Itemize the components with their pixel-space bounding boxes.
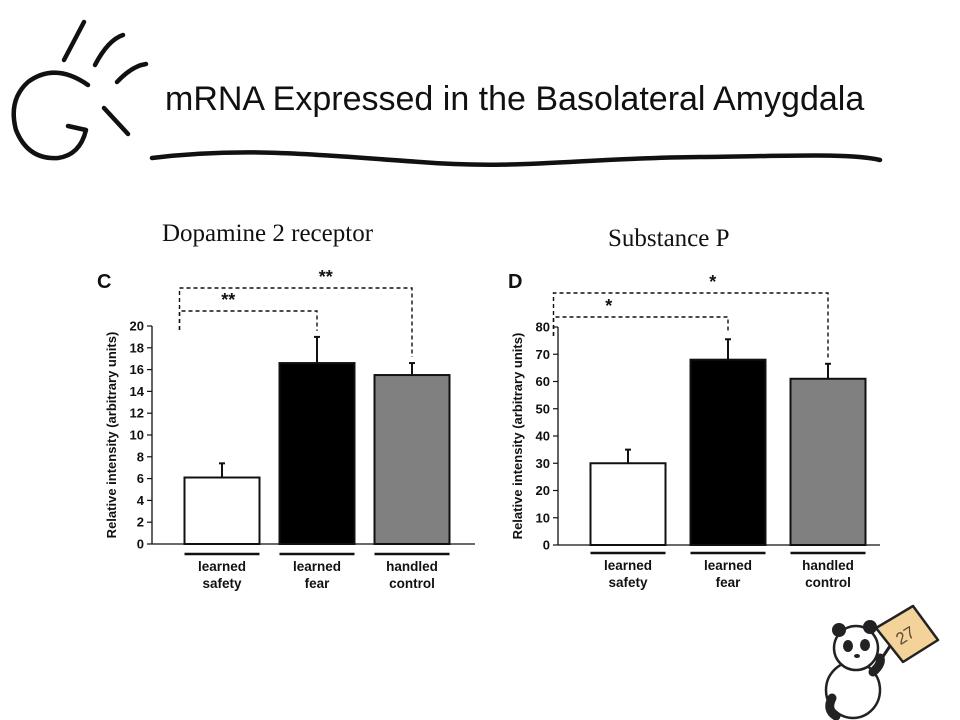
panda-ear-right (863, 620, 877, 634)
y-tick-label: 80 (536, 320, 550, 335)
significance-label: ** (319, 267, 333, 287)
category-label: learned (293, 559, 341, 574)
significance-label: * (709, 272, 716, 292)
category-label: learned (604, 558, 652, 573)
category-label: fear (305, 576, 331, 591)
category-label: handled (802, 558, 854, 573)
significance-label: ** (221, 290, 235, 310)
y-tick-label: 70 (536, 347, 550, 362)
panda-ear-left (832, 623, 846, 637)
y-tick-label: 20 (536, 483, 550, 498)
y-axis-label: Relative intensity (arbitrary units) (510, 333, 525, 540)
y-tick-label: 0 (137, 537, 144, 552)
slide-title: mRNA Expressed in the Basolateral Amygda… (165, 80, 865, 118)
y-tick-label: 18 (130, 340, 144, 355)
significance-bracket (552, 292, 829, 358)
logo-stroke-3 (114, 61, 149, 85)
bar (689, 358, 767, 546)
category-label: handled (386, 559, 438, 574)
bar (373, 374, 451, 545)
y-tick-label: 14 (130, 384, 145, 399)
bar-chart-substance-p: D Relative intensity (arbitrary units) 0 10… (508, 271, 880, 590)
y-tick-label: 30 (536, 456, 550, 471)
chart-c-title: Dopamine 2 receptor (162, 220, 374, 247)
panel-letter: D (508, 271, 522, 293)
decorative-logo (11, 19, 883, 167)
category-label: control (389, 576, 435, 591)
category-label: fear (716, 575, 742, 590)
category-label: learned (198, 559, 246, 574)
y-tick-label: 60 (536, 374, 550, 389)
page-sign-flag (874, 604, 940, 664)
logo-stroke-1 (61, 19, 87, 63)
bar (183, 476, 261, 545)
y-tick-label: 12 (130, 406, 144, 421)
bar (278, 362, 356, 545)
bar-chart-dopamine: C Relative intensity (arbitrary units) 0 2 4… (97, 267, 475, 591)
category-label: safety (608, 575, 648, 590)
y-axis-label: Relative intensity (arbitrary units) (104, 332, 119, 539)
panda-mascot: 27 (824, 604, 940, 720)
panda-arm (868, 653, 885, 677)
panda-nose (854, 654, 860, 658)
y-tick-label: 8 (137, 449, 144, 464)
logo-g-shape (11, 70, 131, 161)
chart-d-title: Substance P (608, 225, 730, 252)
significance-label: * (605, 296, 612, 316)
panda-eye-left (843, 640, 853, 652)
y-tick-label: 4 (137, 493, 145, 508)
significance-bracket (552, 316, 729, 336)
y-tick-label: 40 (536, 429, 550, 444)
y-tick-label: 10 (536, 510, 550, 525)
y-tick-label: 16 (130, 362, 144, 377)
bar (589, 462, 667, 546)
panda-leg (825, 693, 841, 720)
panda-eye-right (860, 639, 870, 651)
panel-letter: C (97, 271, 111, 293)
category-label: learned (704, 558, 752, 573)
title-underline (149, 150, 883, 167)
y-tick-label: 10 (130, 428, 144, 443)
y-tick-label: 50 (536, 401, 550, 416)
bar (789, 377, 867, 547)
y-tick-label: 2 (137, 515, 144, 530)
panda-head (832, 624, 880, 672)
y-tick-label: 20 (130, 319, 144, 334)
significance-bracket (178, 310, 318, 331)
y-tick-label: 0 (543, 538, 550, 553)
significance-bracket (178, 287, 413, 358)
logo-stroke-2 (92, 32, 126, 68)
category-label: control (805, 575, 851, 590)
category-label: safety (202, 576, 242, 591)
y-tick-label: 6 (137, 471, 144, 486)
